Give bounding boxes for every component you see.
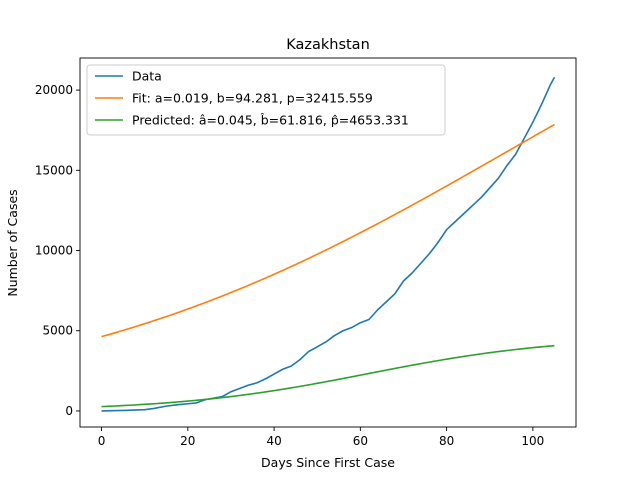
y-tick-label: 15000	[35, 163, 73, 177]
legend-entry-0: Data	[132, 69, 162, 84]
axes-frame	[79, 57, 577, 428]
y-tick-label: 10000	[35, 244, 73, 258]
y-tick-label: 20000	[35, 83, 73, 97]
series-line-2	[101, 344, 555, 408]
chart-title: Kazakhstan	[286, 37, 370, 53]
x-tick-label: 20	[180, 434, 195, 448]
legend-entry-2: Predicted: â=0.045, b̂=61.816, p̂=4653.3…	[132, 113, 409, 128]
x-axis-label: Days Since First Case	[261, 455, 395, 470]
series-line-1	[101, 123, 555, 338]
x-tick-label: 0	[98, 434, 106, 448]
plot-area: 0 20 40 60 80 100 0 5000 10000 15000 20000	[35, 57, 577, 448]
legend-box	[86, 64, 446, 136]
legend: Data Fit: a=0.019, b=94.281, p=32415.559 P…	[86, 64, 446, 136]
x-tick-label: 60	[353, 434, 368, 448]
y-axis-label: Number of Cases	[5, 189, 20, 296]
x-tick-label: 100	[521, 434, 544, 448]
x-tick-label: 40	[266, 434, 281, 448]
legend-entry-1: Fit: a=0.019, b=94.281, p=32415.559	[132, 91, 373, 106]
x-tick-label: 80	[439, 434, 454, 448]
y-tick-label: 5000	[42, 324, 73, 338]
y-tick-label: 0	[65, 404, 73, 418]
